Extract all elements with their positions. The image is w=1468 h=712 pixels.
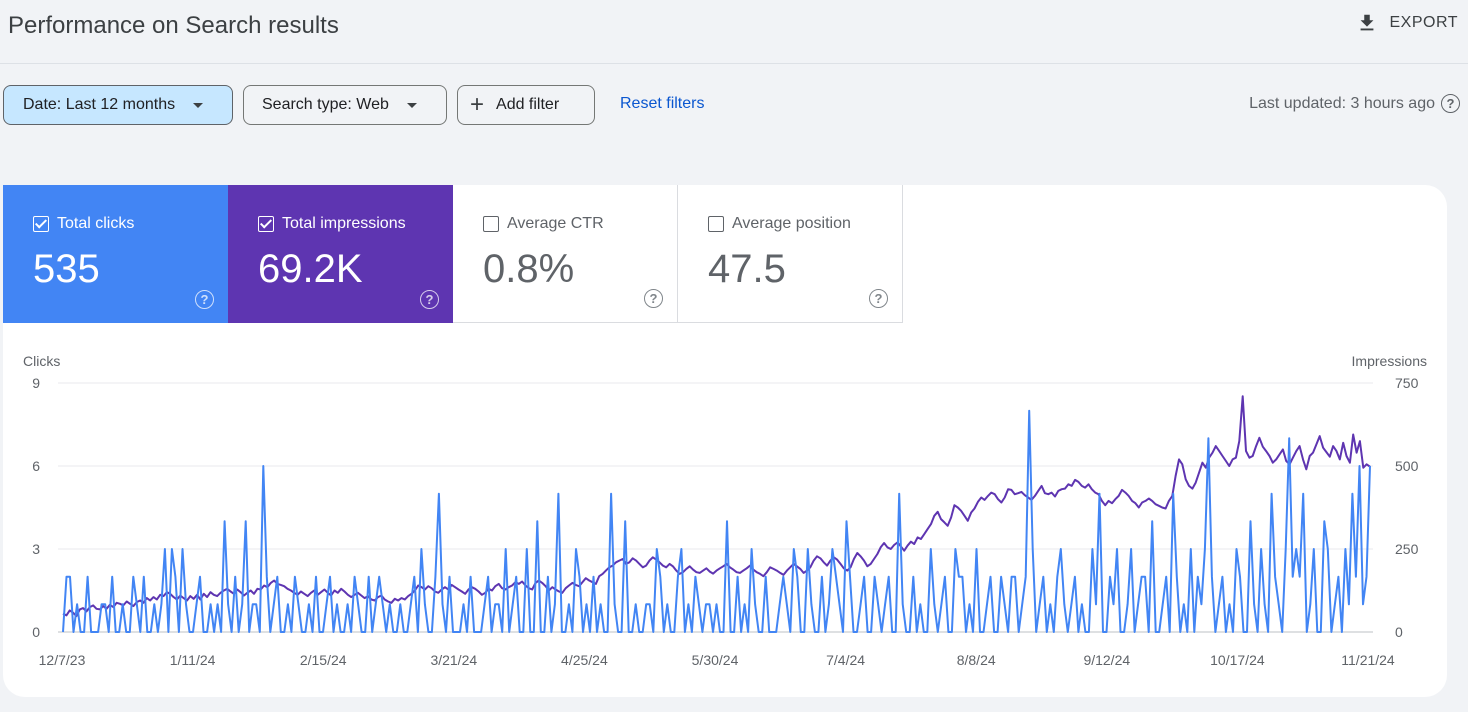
chart-ticks: 9 750 6 500 3 250 0 0 12/7/23 1/11/24 2/15/24 3/21/… [32,375,1418,668]
help-icon[interactable]: ? [1441,94,1460,113]
right-axis-title: Impressions [1352,353,1427,369]
series-line-clicks [62,409,1371,633]
right-tick-label: 0 [1395,624,1403,640]
plus-icon: + [470,91,485,118]
export-button[interactable]: EXPORT [1356,12,1459,34]
help-icon[interactable]: ? [869,289,888,308]
search-type-chip[interactable]: Search type: Web [243,85,447,125]
last-updated: Last updated: 3 hours ago ? [1249,94,1460,113]
metric-average-ctr[interactable]: Average CTR 0.8% ? [453,185,678,323]
export-label: EXPORT [1389,14,1458,31]
chart-grid [58,382,1373,633]
performance-chart: Clicks Impressions 9 750 6 500 3 250 0 0 12/7/23… [3,335,1447,697]
x-tick-label: 3/21/24 [430,652,477,668]
right-tick-label: 500 [1395,458,1419,474]
left-axis-title: Clicks [23,353,60,369]
page-title: Performance on Search results [8,12,339,39]
metric-label: Total clicks [57,215,135,232]
x-tick-label: 4/25/24 [561,652,608,668]
x-tick-label: 1/11/24 [170,652,216,668]
metric-value: 47.5 [708,247,786,291]
help-icon[interactable]: ? [420,290,439,309]
left-tick-label: 0 [32,624,40,640]
checkbox-icon[interactable] [483,216,499,232]
x-tick-label: 9/12/24 [1083,652,1130,668]
chart-svg: Clicks Impressions 9 750 6 500 3 250 0 0 12/7/23… [23,353,1427,668]
metric-value: 0.8% [483,247,575,291]
filter-bar: Date: Last 12 months Search type: Web + … [0,84,1468,126]
left-tick-label: 3 [32,541,40,557]
add-filter-button[interactable]: + Add filter [457,85,595,125]
checkbox-icon[interactable] [258,216,274,232]
chart-series [62,395,1371,633]
left-tick-label: 9 [32,375,40,391]
download-icon [1360,14,1373,31]
x-tick-label: 10/17/24 [1210,652,1265,668]
metric-value: 535 [33,247,100,291]
dropdown-arrow-icon [193,102,204,108]
metric-total-clicks[interactable]: Total clicks 535 ? [3,185,228,323]
performance-card: Total clicks 535 ? Total impressions 69.… [3,185,1447,697]
page-header: Performance on Search results EXPORT [0,0,1468,64]
checkbox-icon[interactable] [33,216,49,232]
metric-label: Total impressions [282,215,406,232]
date-filter-label: Date: Last 12 months [23,96,176,113]
metric-label: Average position [732,215,851,232]
checkbox-icon[interactable] [708,216,724,232]
metric-value: 69.2K [258,247,363,291]
date-filter-chip[interactable]: Date: Last 12 months [3,85,233,125]
last-updated-text: Last updated: 3 hours ago [1249,94,1435,112]
dropdown-arrow-icon [406,102,417,108]
left-tick-label: 6 [32,458,40,474]
help-icon[interactable]: ? [644,289,663,308]
metric-average-position[interactable]: Average position 47.5 ? [678,185,903,323]
right-tick-label: 250 [1395,541,1419,557]
x-tick-label: 5/30/24 [692,652,739,668]
x-tick-label: 11/21/24 [1341,652,1395,668]
x-tick-label: 2/15/24 [300,652,347,668]
metric-total-impressions[interactable]: Total impressions 69.2K ? [228,185,453,323]
x-tick-label: 8/8/24 [957,652,996,668]
add-filter-label: Add filter [496,96,560,113]
metric-label: Average CTR [507,215,604,232]
reset-filters-link[interactable]: Reset filters [620,95,705,112]
series-line-impressions [62,395,1371,618]
search-type-label: Search type: Web [262,96,389,113]
right-tick-label: 750 [1395,375,1419,391]
help-icon[interactable]: ? [195,290,214,309]
x-tick-label: 7/4/24 [826,652,865,668]
x-tick-label: 12/7/23 [39,652,86,668]
